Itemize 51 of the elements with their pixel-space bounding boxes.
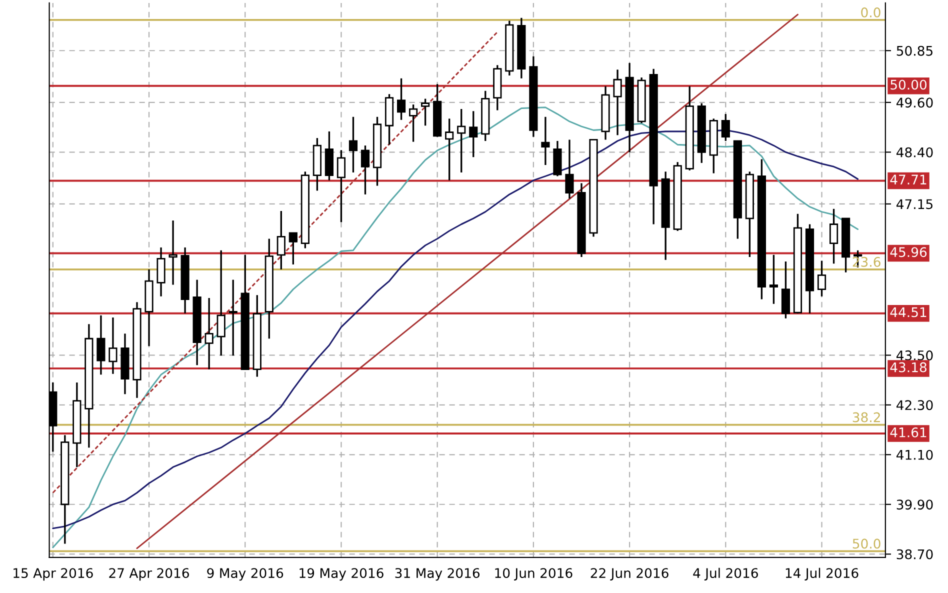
y-tick-label: 48.40 [896,147,933,158]
ref-line-label: 45.96 [890,247,927,258]
candlestick [96,314,106,376]
x-tick-label: 10 Jun 2016 [495,568,572,581]
x-tick-label: 31 May 2016 [395,568,480,581]
candlestick [445,118,454,182]
y-tick-label: 49.60 [896,98,933,108]
candlestick [409,104,418,143]
candlestick [168,220,178,286]
annotation: 50.0 [852,538,880,549]
candlestick [288,232,298,266]
candlestick [457,108,466,174]
x-tick-label: 27 Apr 2016 [109,568,189,581]
x-tick-label: 9 May 2016 [207,568,284,581]
y-tick-label: 50.85 [896,46,932,56]
candlestick [228,278,238,356]
candlestick [360,144,370,196]
candlestick [108,316,118,375]
candlestick [721,113,730,142]
candlestick [204,297,214,370]
x-tick-label: 4 Jul 2016 [693,568,758,581]
candlestick [541,116,550,166]
y-tick-label: 47.15 [896,199,932,210]
candlestick [276,210,286,270]
y-tick-label: 39.90 [896,500,933,510]
ref-line-label: 43.18 [890,362,926,372]
candlestick [216,250,226,356]
candlestick [396,78,406,121]
candlestick [565,138,574,200]
candlestick [336,149,346,224]
annotation: 38.2 [852,412,880,422]
y-tick-label: 43.50 [896,350,933,360]
x-tick-label: 22 Jun 2016 [590,568,668,581]
y-tick-label: 38.70 [896,549,933,560]
y-tick-label: 42.30 [896,400,933,410]
candlestick [348,116,358,174]
ref-line-label: 41.61 [890,427,926,438]
x-tick-label: 14 Jul 2016 [786,568,858,581]
annotation: 0.0 [861,7,880,18]
candlestick [421,98,430,126]
candlestick [613,68,622,136]
x-tick-label: 15 Apr 2016 [14,568,93,581]
x-tick-label: 19 May 2016 [300,568,384,581]
candlestick [829,208,838,264]
ref-line-label: 47.71 [890,174,926,184]
ref-line-label: 44.51 [890,307,926,318]
candlestick [769,254,778,305]
y-tick-label: 41.10 [896,450,933,460]
candlestick [469,110,478,158]
ref-line-label: 50.00 [890,80,927,90]
candlestick [817,260,826,298]
